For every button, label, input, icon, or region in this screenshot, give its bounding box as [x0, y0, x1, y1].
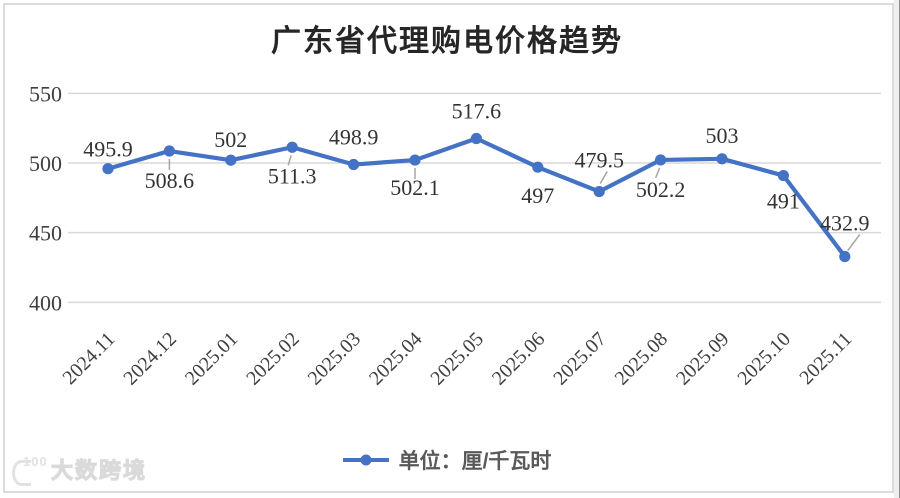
data-point-marker [470, 132, 482, 145]
x-axis-tick-label: 2025.07 [549, 328, 611, 390]
data-point-label: 517.6 [452, 98, 502, 123]
data-point-marker [286, 141, 298, 153]
x-axis-tick-label: 2025.02 [242, 328, 304, 390]
x-axis-tick-label: 2025.08 [611, 328, 673, 390]
data-point-label: 502 [214, 127, 247, 152]
data-point-marker [839, 250, 851, 263]
data-point-marker [716, 153, 728, 165]
data-label-leader-line [287, 155, 292, 166]
data-point-label: 432.9 [820, 210, 870, 235]
data-point-marker [409, 154, 421, 166]
data-label-leader-line [654, 167, 661, 179]
legend-label: 单位：厘/千瓦时 [398, 450, 552, 473]
data-point-marker [532, 161, 544, 173]
line-with-dot-icon [342, 454, 389, 466]
data-point-label: 495.9 [83, 137, 133, 162]
y-axis-tick-label: 500 [29, 151, 62, 176]
x-axis-tick-label: 2025.05 [426, 328, 488, 390]
x-axis-tick-label: 2025.01 [181, 328, 243, 390]
data-label-leader-line [847, 234, 861, 251]
data-point-marker [655, 154, 667, 166]
data-point-marker [163, 145, 175, 157]
data-point-label: 491 [767, 189, 800, 214]
data-point-marker [348, 158, 360, 171]
data-point-label: 508.6 [145, 168, 195, 193]
page-title: 广东省代理购电价格趋势 [271, 25, 623, 58]
x-axis-tick-label: 2024.12 [119, 328, 181, 390]
data-point-marker [777, 169, 790, 182]
y-axis-tick-label: 550 [29, 81, 62, 106]
x-axis-tick-label: 2025.11 [795, 328, 856, 389]
data-label-leader-line [599, 171, 608, 184]
x-axis-tick-label: 2025.09 [672, 328, 734, 390]
x-axis-tick-label: 2024.11 [59, 328, 120, 389]
y-axis-tick-label: 400 [29, 290, 62, 315]
x-axis-tick-label: 2025.04 [365, 328, 427, 390]
y-axis-tick-label: 450 [29, 221, 62, 246]
series-line [105, 136, 847, 259]
chart-legend: 单位：厘/千瓦时 [0, 445, 894, 475]
data-point-label: 502.1 [390, 175, 440, 200]
x-axis-tick-label: 2025.06 [488, 328, 550, 390]
data-point-label: 498.9 [329, 125, 379, 150]
data-point-marker [102, 163, 114, 175]
x-axis-tick-label: 2025.03 [304, 328, 366, 390]
data-point-marker [593, 185, 605, 198]
x-axis-tick-label: 2025.10 [733, 328, 795, 390]
data-point-label: 511.3 [268, 163, 317, 188]
data-point-label: 497 [521, 183, 554, 208]
data-point-marker [225, 154, 237, 166]
data-point-label: 502.2 [636, 177, 686, 202]
data-point-label: 479.5 [574, 148, 624, 173]
data-point-label: 503 [706, 123, 739, 148]
